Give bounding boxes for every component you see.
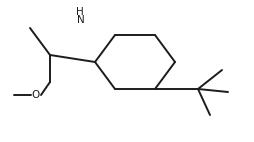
Text: O: O — [32, 90, 40, 100]
Text: H: H — [76, 7, 84, 17]
Text: N: N — [77, 15, 85, 25]
